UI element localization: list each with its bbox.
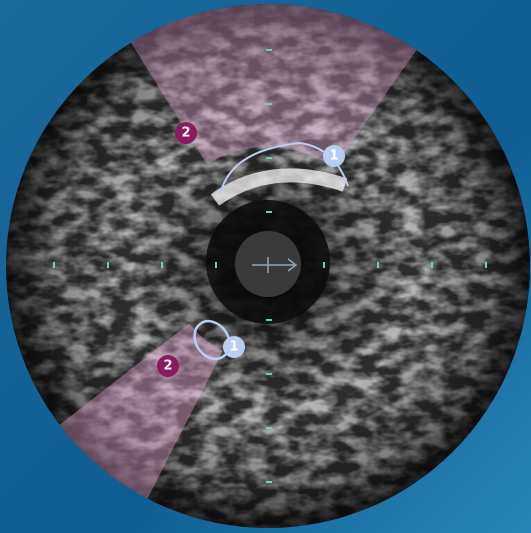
calcium-spot <box>193 319 231 361</box>
bright-plaque <box>210 168 348 206</box>
marker-label: 2 <box>163 359 172 374</box>
marker-label: 1 <box>229 340 238 355</box>
marker: 2 <box>175 122 197 144</box>
marker: 1 <box>223 336 245 358</box>
marker: 2 <box>157 355 179 377</box>
marker-label: 1 <box>329 149 338 164</box>
marker-label: 2 <box>181 126 190 141</box>
scale-ticks <box>53 49 487 483</box>
pink-sector <box>124 4 423 168</box>
pink-sector <box>55 323 223 503</box>
catheter-arrow <box>252 257 298 273</box>
marker: 1 <box>323 145 345 167</box>
